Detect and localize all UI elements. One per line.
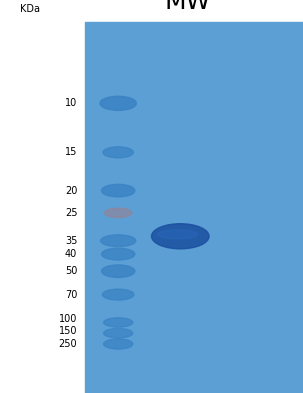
Text: 70: 70 xyxy=(65,290,77,299)
Text: 35: 35 xyxy=(65,236,77,246)
Ellipse shape xyxy=(152,224,209,249)
Text: MW: MW xyxy=(165,0,211,14)
Text: 100: 100 xyxy=(59,314,77,324)
Text: 50: 50 xyxy=(65,266,77,276)
Text: 20: 20 xyxy=(65,185,77,196)
Ellipse shape xyxy=(105,208,132,218)
Text: 15: 15 xyxy=(65,147,77,157)
Text: 10: 10 xyxy=(65,98,77,108)
Ellipse shape xyxy=(102,184,135,197)
Text: KDa: KDa xyxy=(20,4,40,14)
Text: 150: 150 xyxy=(59,326,77,336)
Ellipse shape xyxy=(100,96,136,110)
Text: 250: 250 xyxy=(59,339,77,349)
Ellipse shape xyxy=(103,147,133,158)
Text: 25: 25 xyxy=(65,208,77,218)
Ellipse shape xyxy=(102,265,135,277)
Ellipse shape xyxy=(102,289,134,300)
Ellipse shape xyxy=(157,230,198,239)
Text: 40: 40 xyxy=(65,249,77,259)
Ellipse shape xyxy=(104,329,133,338)
Ellipse shape xyxy=(104,339,133,349)
Bar xyxy=(85,22,303,393)
Ellipse shape xyxy=(102,248,135,260)
Ellipse shape xyxy=(104,318,133,327)
Ellipse shape xyxy=(101,235,136,247)
